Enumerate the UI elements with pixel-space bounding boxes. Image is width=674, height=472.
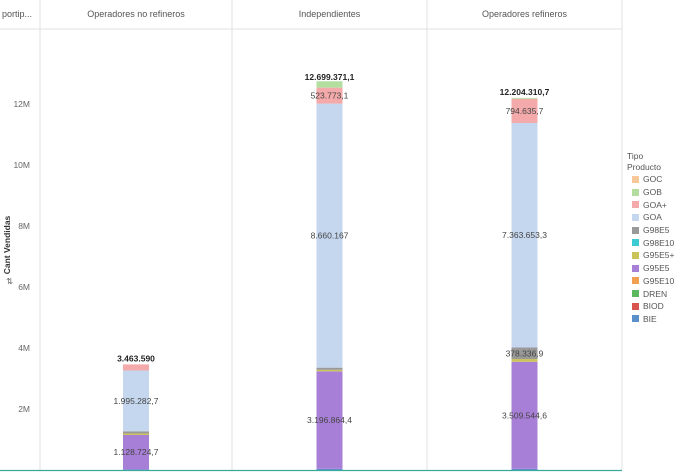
bar-segment[interactable] [123, 364, 149, 371]
total-value-label: 12.699.371,1 [305, 72, 355, 82]
legend-label: GOA+ [643, 199, 667, 210]
bar-segment[interactable] [511, 347, 538, 360]
bar-segment[interactable] [511, 361, 538, 469]
legend-swatch [632, 239, 639, 247]
legend-swatch [632, 315, 639, 323]
bar-segment[interactable] [316, 369, 343, 372]
segment-value-label: 3.196.864,4 [307, 415, 352, 425]
sort-icon[interactable]: ⇅ [6, 276, 13, 286]
legend-label: G98E10 [643, 237, 674, 248]
bar-segment[interactable] [511, 468, 538, 470]
legend-swatch [632, 302, 639, 310]
y-axis-label: Cant Vendidas [2, 215, 12, 274]
bar-segment[interactable] [316, 81, 343, 88]
legend-swatch [632, 213, 639, 221]
y-tick-label: 10M [13, 160, 30, 170]
legend-swatch [632, 175, 639, 183]
row-field-label[interactable]: portip... [2, 9, 32, 19]
segment-value-label: 378.336,9 [506, 348, 544, 358]
legend-item[interactable]: GOC [627, 173, 673, 186]
legend-item[interactable]: BIE [627, 313, 673, 326]
bar-segment[interactable] [511, 98, 538, 123]
legend-item[interactable]: G98E5 [627, 224, 673, 237]
legend-label: GOC [643, 174, 663, 185]
bar-segment[interactable] [316, 468, 343, 470]
y-tick-label: 2M [18, 404, 30, 414]
bar-segment[interactable] [316, 367, 343, 370]
legend-item[interactable]: DREN [627, 287, 673, 300]
chart-frame [0, 0, 623, 472]
legend-item[interactable]: GOA+ [627, 198, 673, 211]
y-axis-ticks: 2M 4M 6M 8M 10M 12M ⇅ [6, 99, 30, 414]
segment-value-label: 1.995.282,7 [114, 396, 159, 406]
column-header[interactable]: Operadores refineros [482, 9, 568, 19]
bar-segment[interactable] [123, 370, 149, 432]
legend-swatch [632, 226, 639, 234]
segment-value-label: 3.509.544,6 [502, 410, 547, 420]
bar-segment[interactable] [511, 359, 538, 362]
bar-segment[interactable] [316, 371, 343, 469]
legend-swatch [632, 201, 639, 209]
segment-value-label: 1.128.724,7 [114, 447, 159, 457]
legend-label: GOB [643, 187, 662, 198]
legend-label: G95E5+ [643, 250, 674, 261]
segment-value-label: 523.773,1 [311, 91, 349, 101]
y-tick-label: 12M [13, 99, 30, 109]
data-labels: 1.128.724,7 1.995.282,7 3.463.590 3.196.864… [114, 72, 550, 457]
legend-label: BIOD [643, 301, 664, 312]
column-header[interactable]: Independientes [299, 9, 361, 19]
bar-segment[interactable] [123, 434, 149, 470]
legend: Tipo Producto GOC GOB GOA+ GOA G98E5 G98E10 G9… [627, 151, 674, 326]
legend-label: DREN [643, 288, 668, 299]
y-tick-label: 4M [18, 343, 30, 353]
y-tick-label: 8M [18, 221, 30, 231]
legend-swatch [632, 251, 639, 259]
legend-swatch [632, 290, 639, 298]
legend-item[interactable]: G95E10 [627, 275, 674, 288]
legend-title-line2: Producto [627, 162, 662, 172]
segment-value-label: 7.363.653,3 [502, 230, 547, 240]
segment-value-label: 8.660.167 [311, 231, 349, 241]
legend-items: GOC GOB GOA+ GOA G98E5 G98E10 G95E5+ G95E5 G95E1… [627, 173, 674, 326]
legend-item[interactable]: BIOD [627, 300, 673, 313]
bar-segment[interactable] [316, 87, 343, 104]
total-value-label: 12.204.310,7 [500, 87, 550, 97]
column-headers: Operadores no refineros Independientes Ope… [87, 9, 567, 19]
legend-label: GOA [643, 212, 662, 223]
legend-label: G98E5 [643, 225, 670, 236]
bar-segment[interactable] [123, 433, 149, 435]
legend-title: Tipo [627, 151, 644, 161]
y-tick-label: 6M [18, 282, 30, 292]
bar-segment[interactable] [316, 103, 343, 368]
legend-item[interactable]: GOB [627, 186, 673, 199]
bar-segment[interactable] [511, 122, 538, 348]
legend-item[interactable]: G95E5 [627, 262, 673, 275]
legend-label: G95E5 [643, 263, 670, 274]
total-value-label: 3.463.590 [117, 353, 155, 363]
bar-segment[interactable] [123, 431, 149, 434]
bar-segment[interactable] [511, 97, 538, 99]
column-header[interactable]: Operadores no refineros [87, 9, 185, 19]
bar-segment[interactable] [123, 469, 149, 470]
legend-label: BIE [643, 313, 657, 324]
segment-value-label: 794.635,7 [506, 106, 544, 116]
legend-swatch [632, 277, 639, 285]
legend-item[interactable]: G95E5+ [627, 249, 674, 262]
legend-label: G95E10 [643, 275, 674, 286]
legend-item[interactable]: G98E10 [627, 236, 674, 249]
bars [123, 81, 538, 470]
legend-swatch [632, 264, 639, 272]
legend-swatch [632, 188, 639, 196]
legend-item[interactable]: GOA [627, 211, 673, 224]
